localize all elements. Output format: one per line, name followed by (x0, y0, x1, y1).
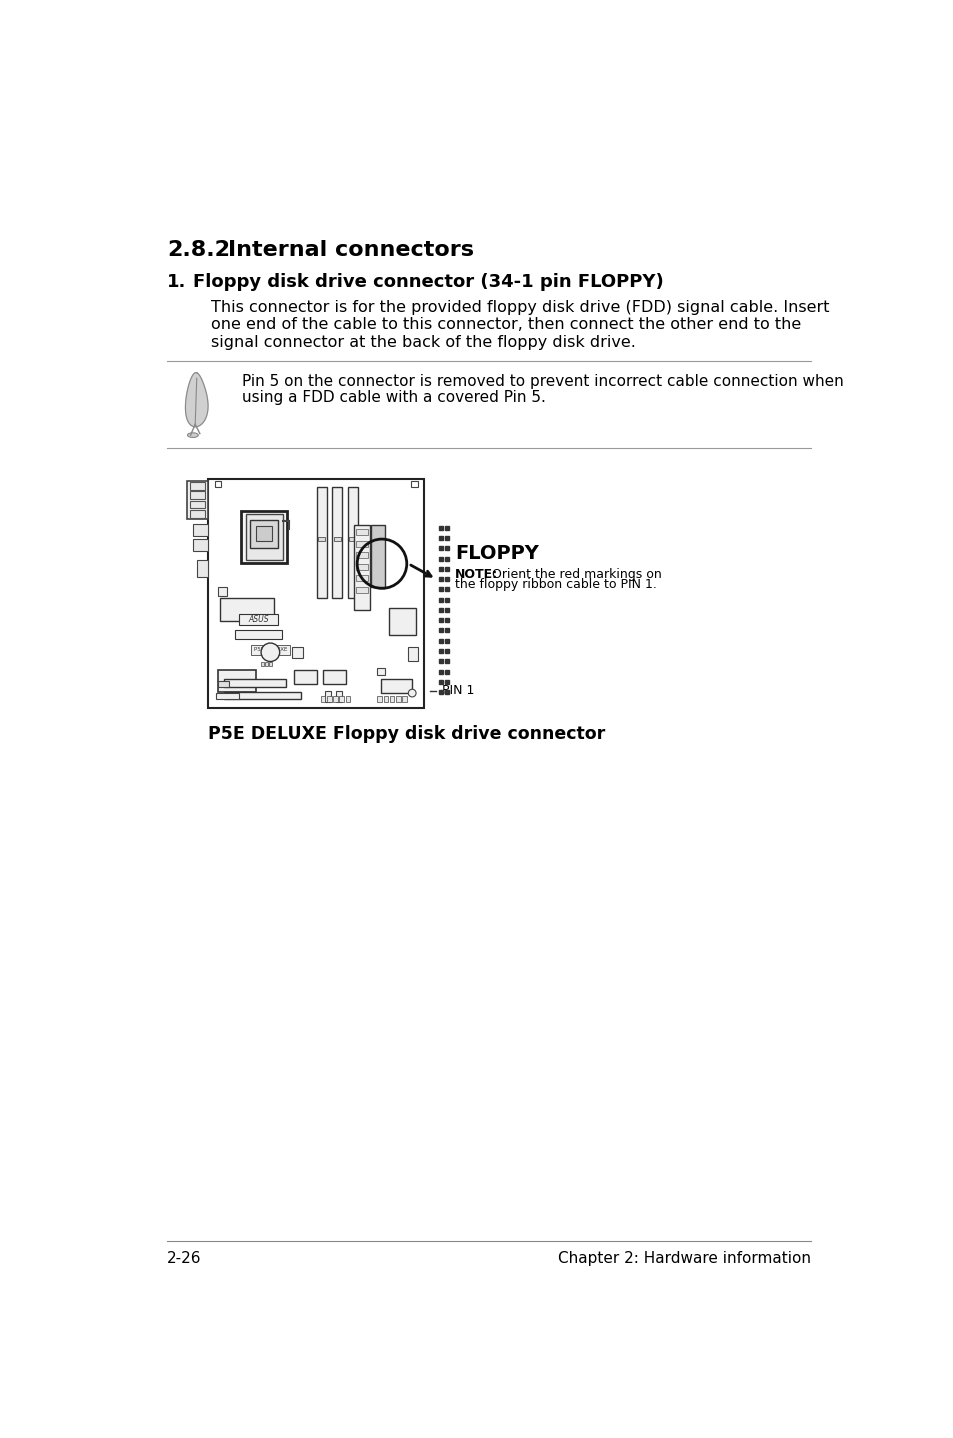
Bar (251, 644, 290, 656)
Bar (217, 670, 256, 692)
Bar (323, 670, 346, 684)
Bar (355, 564, 368, 569)
Bar (216, 693, 239, 699)
Bar (217, 680, 229, 687)
Bar (193, 523, 208, 536)
Bar (345, 696, 350, 702)
Text: 2.8.2: 2.8.2 (167, 240, 230, 260)
Bar (377, 667, 385, 676)
Bar (320, 696, 325, 702)
Bar (214, 480, 220, 486)
Bar (335, 690, 342, 702)
Bar (250, 519, 278, 548)
Text: FLOPPY: FLOPPY (455, 545, 538, 564)
Ellipse shape (187, 433, 198, 437)
Circle shape (261, 643, 279, 661)
Bar (239, 614, 278, 624)
Bar (371, 525, 385, 587)
Bar (411, 480, 417, 486)
Bar (241, 510, 287, 562)
Text: Pin 5 on the connector is removed to prevent incorrect cable connection when: Pin 5 on the connector is removed to pre… (241, 374, 842, 388)
Bar (261, 661, 264, 666)
Text: Orient the red markings on: Orient the red markings on (488, 568, 661, 581)
Bar (354, 525, 369, 610)
Bar (334, 536, 340, 541)
Bar (245, 513, 282, 559)
Bar (196, 559, 208, 577)
Bar (187, 480, 208, 519)
Bar (408, 647, 417, 660)
Bar (327, 696, 332, 702)
Bar (269, 661, 272, 666)
Bar (355, 541, 368, 546)
Bar (224, 679, 286, 687)
Bar (395, 696, 400, 702)
Bar (389, 608, 416, 636)
Bar (349, 536, 356, 541)
Bar (208, 479, 423, 707)
Bar (190, 500, 205, 508)
Text: This connector is for the provided floppy disk drive (FDD) signal cable. Insert: This connector is for the provided flopp… (211, 299, 828, 315)
Bar (256, 526, 272, 541)
Bar (355, 529, 368, 535)
Bar (402, 696, 406, 702)
Bar (355, 575, 368, 581)
Text: Chapter 2: Hardware information: Chapter 2: Hardware information (557, 1251, 810, 1265)
Bar (235, 630, 282, 638)
Text: 1.: 1. (167, 273, 187, 290)
Bar (220, 598, 274, 621)
Text: NOTE:: NOTE: (455, 568, 497, 581)
Bar (355, 552, 368, 558)
Bar (316, 486, 327, 598)
Bar (217, 587, 227, 597)
Bar (332, 486, 342, 598)
Text: one end of the cable to this connector, then connect the other end to the: one end of the cable to this connector, … (211, 318, 801, 332)
Bar (265, 661, 268, 666)
Bar (224, 692, 301, 699)
Bar (193, 539, 208, 551)
Bar (318, 536, 325, 541)
Bar (190, 492, 205, 499)
Text: the floppy ribbon cable to PIN 1.: the floppy ribbon cable to PIN 1. (455, 578, 656, 591)
Bar (390, 696, 394, 702)
Polygon shape (185, 372, 208, 427)
Bar (355, 587, 368, 592)
Text: Internal connectors: Internal connectors (228, 240, 474, 260)
Text: signal connector at the back of the floppy disk drive.: signal connector at the back of the flop… (211, 335, 635, 349)
Bar (383, 696, 388, 702)
Bar (377, 696, 381, 702)
Text: P5E DELUXE Floppy disk drive connector: P5E DELUXE Floppy disk drive connector (208, 725, 605, 742)
Bar (190, 510, 205, 518)
Bar (292, 647, 303, 657)
Bar (381, 679, 412, 693)
Text: P5E DELUXE: P5E DELUXE (253, 647, 287, 653)
Circle shape (408, 689, 416, 697)
Text: 2-26: 2-26 (167, 1251, 202, 1265)
Bar (324, 690, 331, 702)
Bar (190, 482, 205, 490)
Text: using a FDD cable with a covered Pin 5.: using a FDD cable with a covered Pin 5. (241, 391, 545, 406)
Bar (339, 696, 344, 702)
Bar (294, 670, 316, 684)
Bar (348, 486, 357, 598)
Text: ASUS: ASUS (248, 614, 269, 624)
Bar (333, 696, 337, 702)
Text: Floppy disk drive connector (34-1 pin FLOPPY): Floppy disk drive connector (34-1 pin FL… (193, 273, 663, 290)
Text: PIN 1: PIN 1 (442, 684, 475, 697)
